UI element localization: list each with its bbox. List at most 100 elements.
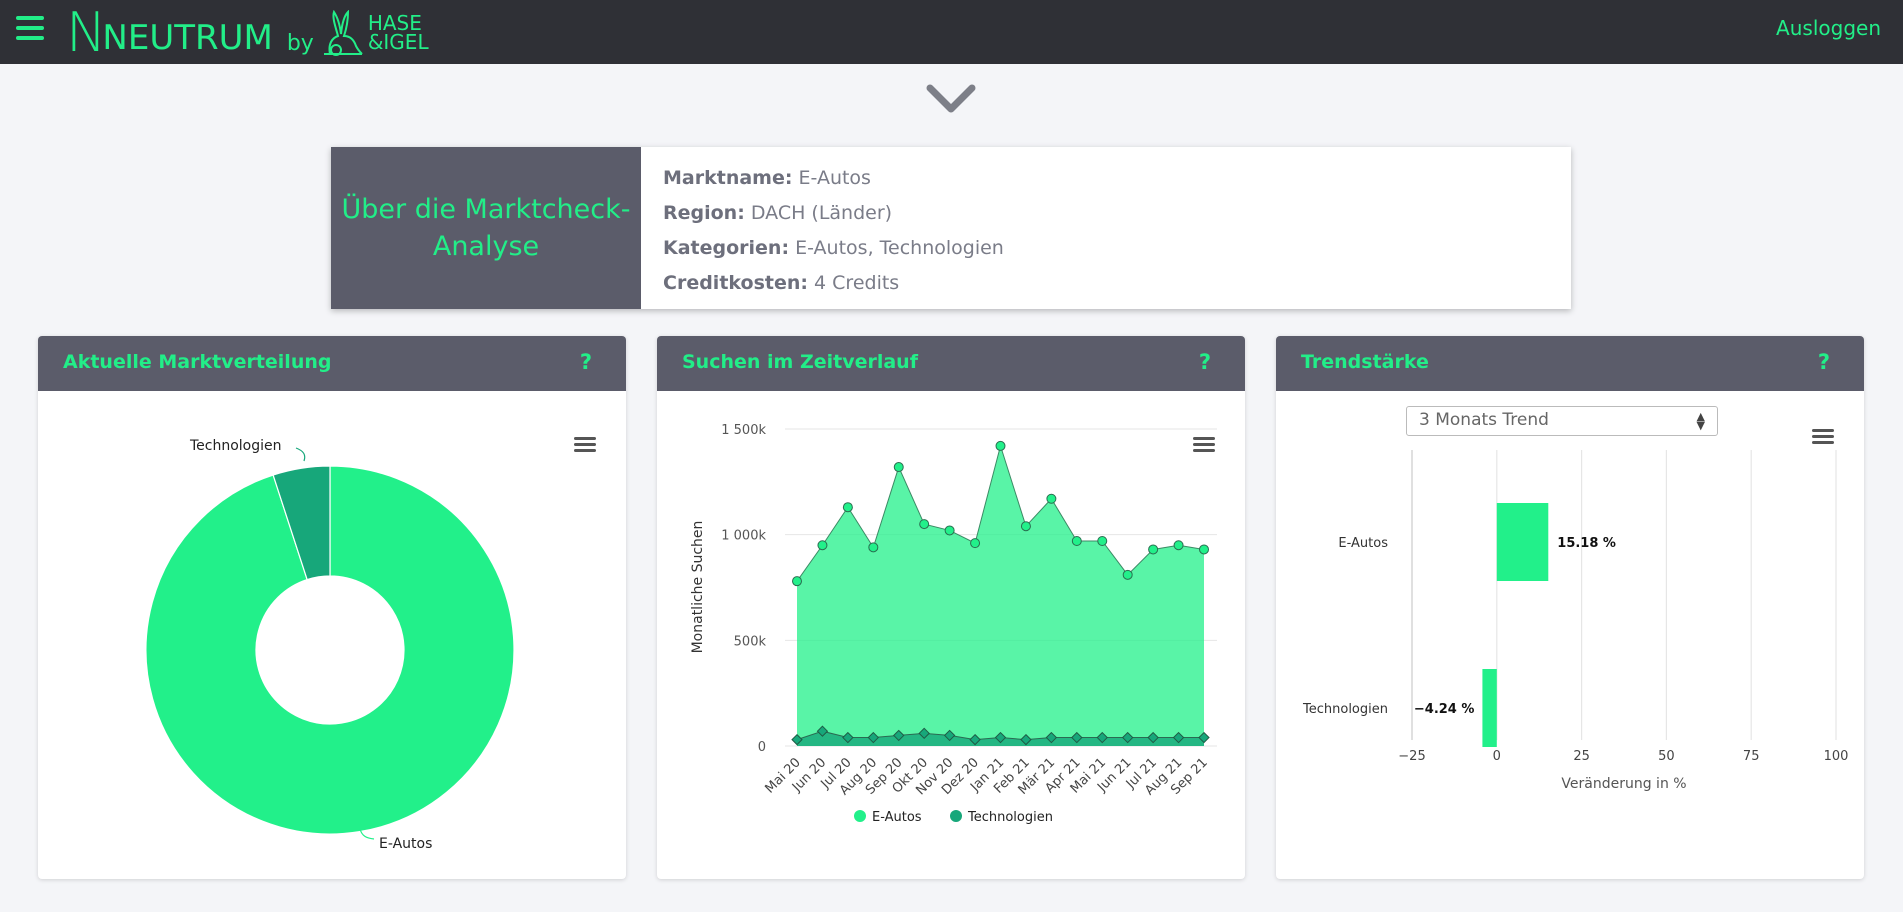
help-icon[interactable]: ? bbox=[1817, 350, 1830, 374]
legend-label: Technologien bbox=[967, 810, 1053, 825]
menu-line bbox=[1812, 435, 1834, 438]
data-point[interactable] bbox=[969, 733, 981, 746]
hare-hedgehog-icon bbox=[323, 10, 363, 56]
data-label: 15.18 % bbox=[1557, 536, 1616, 551]
menu-line bbox=[574, 437, 596, 440]
category-label: Technologien bbox=[1302, 702, 1388, 717]
data-point[interactable] bbox=[842, 731, 854, 744]
logout-link[interactable]: Ausloggen bbox=[1776, 16, 1881, 40]
menu-line bbox=[574, 443, 596, 446]
data-point[interactable] bbox=[970, 538, 981, 549]
x-axis-label: Veränderung in % bbox=[1561, 776, 1686, 792]
x-tick-label: −25 bbox=[1398, 749, 1425, 764]
info-value: 4 Credits bbox=[814, 272, 900, 294]
data-point[interactable] bbox=[1147, 731, 1159, 744]
pie-slice[interactable] bbox=[272, 465, 331, 581]
data-point[interactable] bbox=[1148, 544, 1159, 555]
info-row-categories: Kategorien: E-Autos, Technologien bbox=[663, 231, 1004, 266]
data-point[interactable] bbox=[1046, 493, 1057, 504]
chart-menu-icon[interactable] bbox=[1812, 429, 1834, 444]
bar-chart: −25 0 25 50 75 100 E-Autos 15.18 % Technologien −… bbox=[1302, 429, 1849, 792]
data-point[interactable] bbox=[893, 462, 904, 473]
menu-line bbox=[1193, 449, 1215, 452]
series-area bbox=[797, 445, 1204, 746]
data-point[interactable] bbox=[1173, 540, 1184, 551]
searches-over-time-panel: Suchen im Zeitverlauf ? 0 500k 1 000k 1 500… bbox=[657, 336, 1245, 879]
data-point[interactable] bbox=[1198, 731, 1210, 744]
pie-slice[interactable] bbox=[145, 465, 515, 835]
data-point[interactable] bbox=[1122, 569, 1133, 580]
data-point[interactable] bbox=[1020, 521, 1031, 532]
panel-title: Trendstärke bbox=[1301, 351, 1429, 373]
data-point[interactable] bbox=[1121, 731, 1134, 744]
bar[interactable] bbox=[1482, 669, 1497, 747]
logo-wordmark: NEUTRUM bbox=[102, 18, 273, 58]
trend-strength-panel: Trendstärke ? −25 0 25 50 75 100 E-Autos 15.18 … bbox=[1276, 336, 1864, 879]
data-point[interactable] bbox=[817, 540, 828, 551]
x-tick-label: 25 bbox=[1573, 749, 1590, 764]
donut-chart: Technologien E-Autos bbox=[145, 437, 596, 852]
legend-marker[interactable] bbox=[854, 810, 866, 822]
info-value: DACH (Länder) bbox=[750, 202, 893, 224]
chart-menu-icon[interactable] bbox=[574, 437, 596, 452]
data-point[interactable] bbox=[842, 502, 853, 513]
data-point[interactable] bbox=[943, 729, 956, 742]
y-axis-label: Monatliche Suchen bbox=[690, 521, 706, 654]
info-label: Region: bbox=[663, 202, 745, 224]
data-point[interactable] bbox=[1096, 731, 1108, 744]
panel-header: Trendstärke ? bbox=[1276, 336, 1864, 391]
x-tick-label: 50 bbox=[1658, 749, 1675, 764]
logo-partner-line2: &IGEL bbox=[367, 30, 429, 54]
help-icon[interactable]: ? bbox=[1198, 350, 1211, 374]
select-value: 3 Monats Trend bbox=[1419, 410, 1549, 430]
data-point[interactable] bbox=[791, 733, 803, 746]
info-label: Creditkosten: bbox=[663, 272, 808, 294]
bar[interactable] bbox=[1496, 503, 1549, 581]
panel-header: Aktuelle Marktverteilung ? bbox=[38, 336, 626, 391]
menu-line bbox=[1812, 429, 1834, 432]
data-point[interactable] bbox=[893, 729, 905, 742]
data-point[interactable] bbox=[1071, 536, 1082, 547]
menu-line bbox=[1193, 443, 1215, 446]
data-point[interactable] bbox=[995, 440, 1006, 451]
info-card-title: Über die Marktcheck-Analyse bbox=[341, 194, 631, 262]
data-point[interactable] bbox=[994, 731, 1007, 744]
panel-title: Suchen im Zeitverlauf bbox=[682, 351, 918, 373]
data-point[interactable] bbox=[919, 519, 930, 530]
data-point[interactable] bbox=[918, 727, 930, 740]
data-point[interactable] bbox=[1020, 733, 1032, 746]
data-point[interactable] bbox=[1045, 731, 1058, 744]
category-label: E-Autos bbox=[1338, 536, 1388, 551]
data-point[interactable] bbox=[868, 542, 879, 553]
chevron-down-icon[interactable] bbox=[926, 82, 976, 116]
data-point[interactable] bbox=[1097, 536, 1108, 547]
market-distribution-panel: Aktuelle Marktverteilung ? Technologien E… bbox=[38, 336, 626, 879]
data-point[interactable] bbox=[867, 731, 880, 744]
data-point[interactable] bbox=[1071, 731, 1083, 744]
data-point[interactable] bbox=[792, 576, 802, 587]
legend-marker[interactable] bbox=[950, 810, 962, 822]
data-point[interactable] bbox=[1199, 544, 1209, 555]
data-point[interactable] bbox=[1172, 731, 1185, 744]
hamburger-menu-icon[interactable] bbox=[16, 16, 44, 40]
pie-label: E-Autos bbox=[379, 836, 432, 852]
info-card-header: Über die Marktcheck-Analyse bbox=[331, 147, 641, 309]
trend-period-select[interactable]: 3 Monats Trend ▲ ▼ bbox=[1406, 406, 1718, 436]
x-tick-label: 100 bbox=[1824, 749, 1849, 764]
y-tick-label: 1 500k bbox=[721, 423, 766, 438]
logo[interactable]: N NEUTRUM by HASE &IGEL bbox=[66, 4, 429, 60]
menu-line bbox=[1812, 441, 1834, 444]
x-tick-label: 0 bbox=[1493, 749, 1501, 764]
data-point[interactable] bbox=[816, 725, 829, 737]
chart-menu-icon[interactable] bbox=[1193, 437, 1215, 452]
logo-letter: N bbox=[66, 1, 106, 64]
select-arrows-icon: ▲ ▼ bbox=[1696, 410, 1705, 432]
info-row-market: Marktname: E-Autos bbox=[663, 161, 1004, 196]
info-row-region: Region: DACH (Länder) bbox=[663, 196, 1004, 231]
help-icon[interactable]: ? bbox=[579, 350, 592, 374]
data-point[interactable] bbox=[944, 525, 955, 536]
label-connector bbox=[295, 447, 306, 462]
panel-header: Suchen im Zeitverlauf ? bbox=[657, 336, 1245, 391]
y-tick-label: 1 000k bbox=[721, 529, 766, 544]
